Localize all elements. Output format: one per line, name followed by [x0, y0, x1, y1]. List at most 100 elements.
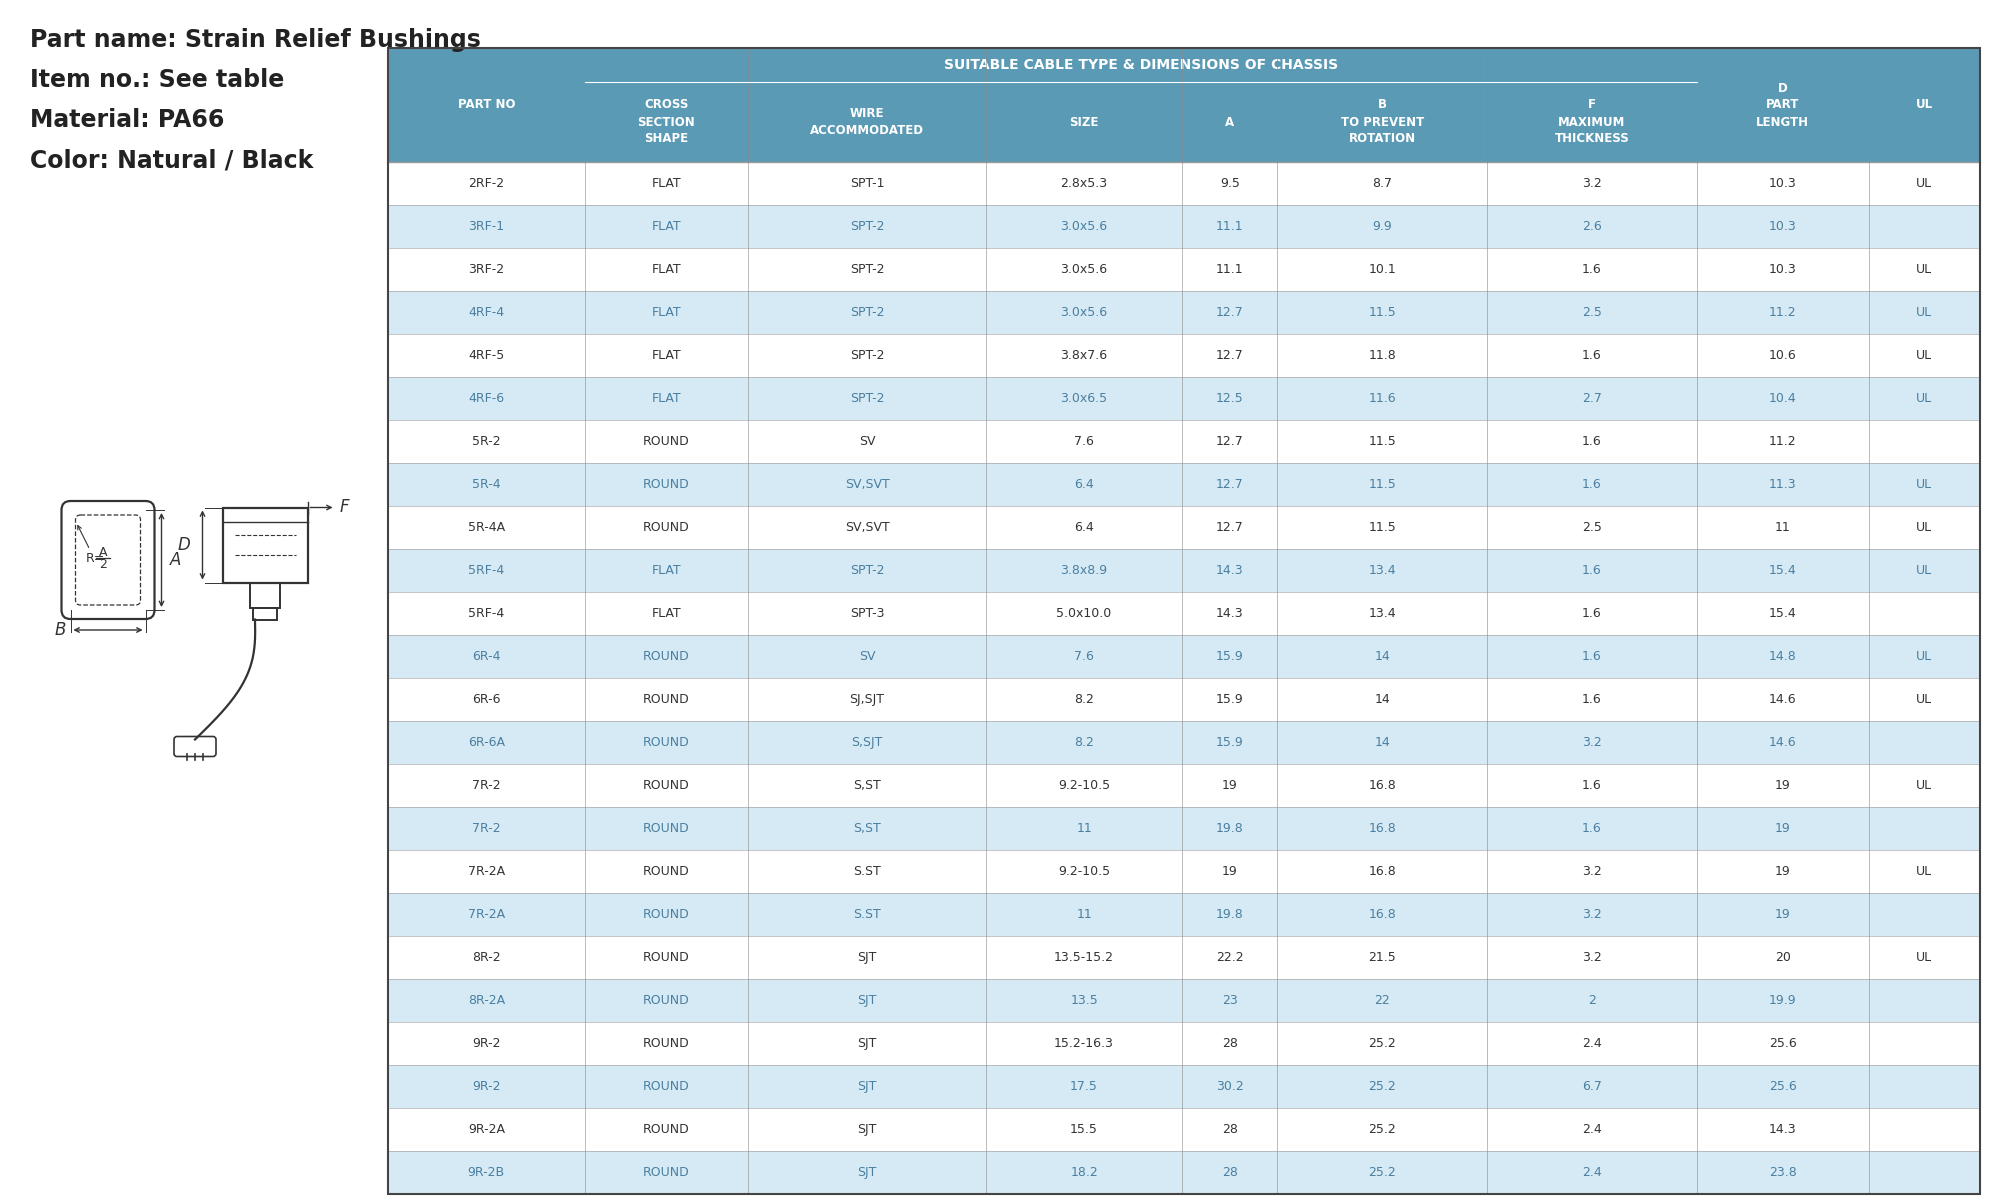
Text: UL: UL — [1916, 865, 1932, 878]
Bar — [748, 936, 986, 979]
Text: 7.6: 7.6 — [1074, 650, 1094, 662]
Text: 11.1: 11.1 — [1216, 263, 1244, 276]
Bar — [584, 162, 748, 205]
Bar — [584, 248, 748, 290]
Text: SUITABLE CABLE TYPE & DIMENSIONS OF CHASSIS: SUITABLE CABLE TYPE & DIMENSIONS OF CHAS… — [944, 58, 1338, 72]
Bar — [1696, 550, 1868, 592]
Bar — [1696, 764, 1868, 806]
Text: 10.3: 10.3 — [1768, 220, 1796, 233]
Bar — [1278, 290, 1488, 334]
Bar — [1868, 1022, 1980, 1066]
Text: 9.5: 9.5 — [1220, 176, 1240, 190]
Text: 2.4: 2.4 — [1582, 1123, 1602, 1136]
Text: ROUND: ROUND — [644, 434, 690, 448]
Text: 22: 22 — [1374, 994, 1390, 1007]
Bar — [748, 377, 986, 420]
Bar — [584, 979, 748, 1022]
Bar — [388, 506, 584, 550]
Bar — [1488, 334, 1696, 377]
Bar — [1278, 334, 1488, 377]
Text: B
TO PREVENT
ROTATION: B TO PREVENT ROTATION — [1340, 98, 1424, 145]
Text: 10.4: 10.4 — [1768, 392, 1796, 404]
Text: Material: PA66: Material: PA66 — [30, 108, 224, 132]
Bar — [748, 806, 986, 850]
Text: 6R-6A: 6R-6A — [468, 736, 504, 749]
Text: A: A — [98, 546, 108, 558]
Text: 2.4: 2.4 — [1582, 1166, 1602, 1178]
Text: 19: 19 — [1774, 908, 1790, 922]
Bar — [1696, 635, 1868, 678]
Text: 21.5: 21.5 — [1368, 950, 1396, 964]
Bar — [1868, 721, 1980, 764]
Text: UL: UL — [1916, 779, 1932, 792]
Bar — [1278, 806, 1488, 850]
Bar — [1868, 635, 1980, 678]
Bar — [584, 506, 748, 550]
Text: 12.7: 12.7 — [1216, 306, 1244, 319]
Text: SJT: SJT — [858, 1037, 876, 1050]
Bar — [388, 721, 584, 764]
Bar — [986, 377, 1182, 420]
Bar — [388, 1108, 584, 1151]
Bar — [1278, 463, 1488, 506]
Bar — [1278, 635, 1488, 678]
Bar — [584, 550, 748, 592]
Bar — [388, 850, 584, 893]
Bar — [1278, 550, 1488, 592]
Text: 17.5: 17.5 — [1070, 1080, 1098, 1093]
Text: 13.4: 13.4 — [1368, 564, 1396, 577]
Bar — [1868, 893, 1980, 936]
Bar — [584, 82, 748, 162]
Bar — [584, 463, 748, 506]
Text: F
MAXIMUM
THICKNESS: F MAXIMUM THICKNESS — [1554, 98, 1630, 145]
Bar — [1488, 592, 1696, 635]
Bar — [1278, 377, 1488, 420]
Bar — [1182, 592, 1278, 635]
Text: 2RF-2: 2RF-2 — [468, 176, 504, 190]
Text: ROUND: ROUND — [644, 950, 690, 964]
Bar — [986, 248, 1182, 290]
Bar — [986, 162, 1182, 205]
Bar — [986, 1066, 1182, 1108]
Text: A: A — [170, 551, 180, 569]
Bar — [1182, 678, 1278, 721]
Text: 14.6: 14.6 — [1768, 736, 1796, 749]
Text: 25.2: 25.2 — [1368, 1166, 1396, 1178]
Text: FLAT: FLAT — [652, 220, 682, 233]
Text: 5R-4A: 5R-4A — [468, 521, 504, 534]
Bar — [1278, 82, 1488, 162]
Text: 3.2: 3.2 — [1582, 950, 1602, 964]
Text: 14.3: 14.3 — [1216, 564, 1244, 577]
Text: 12.7: 12.7 — [1216, 349, 1244, 362]
Text: 23.8: 23.8 — [1768, 1166, 1796, 1178]
Text: 14: 14 — [1374, 692, 1390, 706]
Text: 1.6: 1.6 — [1582, 822, 1602, 835]
Bar — [986, 82, 1182, 162]
Bar — [1182, 463, 1278, 506]
Text: 6R-6: 6R-6 — [472, 692, 500, 706]
Text: SV,SVT: SV,SVT — [844, 478, 890, 491]
Text: FLAT: FLAT — [652, 607, 682, 620]
Bar — [1182, 550, 1278, 592]
Text: WIRE
ACCOMMODATED: WIRE ACCOMMODATED — [810, 107, 924, 137]
Text: 12.5: 12.5 — [1216, 392, 1244, 404]
Bar — [986, 290, 1182, 334]
Text: FLAT: FLAT — [652, 392, 682, 404]
Bar — [986, 1108, 1182, 1151]
Text: A: A — [1226, 115, 1234, 128]
Bar — [1488, 205, 1696, 248]
Bar — [986, 463, 1182, 506]
Bar — [1182, 1022, 1278, 1066]
Text: 15.2-16.3: 15.2-16.3 — [1054, 1037, 1114, 1050]
Text: 11.3: 11.3 — [1768, 478, 1796, 491]
Bar — [1696, 592, 1868, 635]
Bar — [1182, 1108, 1278, 1151]
Bar — [584, 1151, 748, 1194]
Text: FLAT: FLAT — [652, 176, 682, 190]
Text: ROUND: ROUND — [644, 1166, 690, 1178]
Text: 14.6: 14.6 — [1768, 692, 1796, 706]
Text: CROSS
SECTION
SHAPE: CROSS SECTION SHAPE — [638, 98, 696, 145]
Text: 1.6: 1.6 — [1582, 607, 1602, 620]
Bar — [748, 420, 986, 463]
Text: SPT-2: SPT-2 — [850, 306, 884, 319]
